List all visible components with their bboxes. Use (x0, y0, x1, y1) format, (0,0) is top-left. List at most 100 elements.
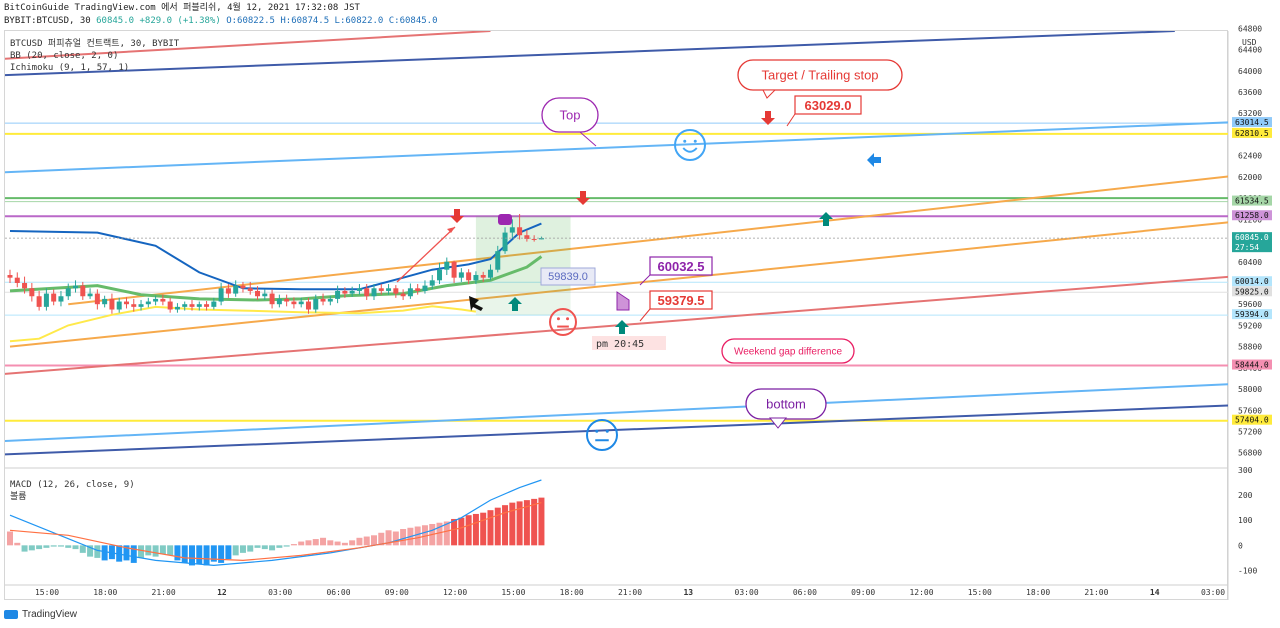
volume-legend[interactable]: 볼륨 (10, 492, 27, 502)
candle-body (51, 293, 57, 302)
trend-line-light-blue-top (5, 121, 1228, 174)
price-axis-label-subtext: 27:54 (1235, 243, 1259, 252)
price-axis-label-text: 60014.0 (1235, 277, 1269, 286)
smile-face-icon (674, 129, 706, 161)
time-axis-tick: 03:00 (268, 588, 292, 597)
time-axis-tick: 15:00 (501, 588, 525, 597)
price-60032-tag-text: 60032.5 (658, 259, 705, 274)
macd-histogram-bar (283, 545, 290, 547)
candle-body (204, 304, 210, 307)
macd-histogram-bar (101, 545, 108, 561)
price-axis-label-text: 63014.5 (1235, 118, 1269, 127)
bb-legend[interactable]: BB (20, close, 2, 0) (10, 51, 119, 61)
time-axis-tick: 18:00 (1026, 588, 1050, 597)
macd-histogram-bar (94, 545, 101, 558)
price-axis-label (1232, 232, 1272, 253)
candle-body (284, 298, 290, 302)
price-axis-tick: 62400 (1238, 152, 1262, 161)
candle-body (123, 301, 129, 305)
macd-line (9, 479, 542, 567)
top-callout-text: Top (560, 108, 581, 123)
price-axis-label (1232, 210, 1272, 221)
macd-histogram-bar (334, 541, 341, 546)
candle-body (538, 238, 544, 240)
macd-histogram-bar (371, 535, 377, 546)
macd-histogram-bar (189, 545, 195, 566)
time-axis-tick: 03:00 (735, 588, 759, 597)
candle-body (182, 304, 188, 307)
macd-histogram-bar (247, 545, 254, 552)
macd-histogram-bar (480, 512, 487, 546)
macd-histogram-bar (305, 540, 312, 546)
price-axis-tick: 64000 (1238, 67, 1262, 76)
candle-body (255, 290, 261, 297)
pointing-hand-icon (469, 296, 483, 311)
time-axis-tick: 06:00 (793, 588, 817, 597)
macd-histogram-bar (174, 545, 181, 561)
price-axis-label (1232, 276, 1272, 287)
target-callout-text: Target / Trailing stop (761, 68, 878, 83)
trend-line-upper-red (5, 31, 491, 60)
left-arrow-icon (867, 153, 881, 167)
candle-body (233, 285, 239, 294)
candle-body (65, 288, 71, 297)
candle-body (451, 261, 457, 278)
candle-body (29, 288, 35, 297)
candle-body (466, 272, 472, 281)
projection-arrow-head (447, 227, 455, 233)
macd-histogram-bar (523, 500, 530, 546)
candle-body (342, 290, 348, 294)
price-59379-tag-text: 59379.5 (658, 293, 705, 308)
price-60032-tag-box (649, 256, 713, 276)
entry-label-text: 59839.0 (548, 271, 588, 283)
candle-body (276, 298, 282, 305)
price-axis-tick: 64400 (1238, 46, 1262, 55)
candle-body (145, 301, 151, 305)
buy-arrow-icon (615, 320, 629, 334)
macd-histogram-bar (472, 513, 479, 546)
time-note-text: pm 20:45 (596, 339, 644, 350)
footer-brand[interactable]: TradingView (4, 609, 77, 620)
bottom-callout-bubble (745, 388, 827, 420)
symbol-legend[interactable]: BTCUSD 퍼피츄얼 컨트랙트, 30, BYBIT (10, 39, 180, 49)
price-axis-tick: 57600 (1238, 406, 1262, 415)
target-price-tag-box (794, 95, 862, 115)
trend-line-navy-bottom (5, 404, 1228, 456)
candle-body (160, 298, 166, 302)
macd-histogram-bar (159, 545, 166, 555)
time-axis-tick: 15:00 (35, 588, 59, 597)
sell-arrow-icon (450, 209, 464, 223)
candle-body (102, 298, 108, 305)
macd-histogram-bar (538, 497, 545, 546)
trend-line-upper-navy (5, 31, 1175, 77)
weekend-gap-callout-text: Weekend gap difference (734, 347, 842, 358)
time-axis-tick: 12:00 (443, 588, 467, 597)
candle-body (174, 306, 180, 310)
time-axis-tick: 09:00 (385, 588, 409, 597)
header-ohlc-values: O:60822.5 H:60874.5 L:60822.0 C:60845.0 (226, 16, 438, 26)
price-axis-label-text: 62810.5 (1235, 129, 1269, 138)
macd-histogram-bar (261, 545, 268, 550)
time-axis-tick: 03:00 (1201, 588, 1225, 597)
price-axis-tick: 59600 (1238, 300, 1262, 309)
macd-histogram-bar (356, 537, 363, 546)
price-axis-label (1232, 127, 1272, 138)
macd-legend[interactable]: MACD (12, 26, close, 9) (10, 480, 135, 490)
candle-body (487, 269, 493, 278)
header-ohlc-row: BYBIT:BTCUSD, 30 60845.0 +829.0 (+1.38%)… (4, 16, 438, 27)
macd-histogram-bar (378, 532, 385, 546)
candle-body (371, 288, 377, 297)
price-axis-label-text: 61534.5 (1235, 197, 1269, 206)
macd-histogram-bar (181, 545, 188, 563)
time-note-box (592, 336, 666, 350)
target-callout-bubble (737, 59, 903, 91)
ichimoku-legend[interactable]: Ichimoku (9, 1, 57, 1) (10, 63, 130, 73)
smile-face-icon-eye (693, 139, 697, 143)
sell-arrow-icon (761, 111, 775, 125)
target-price-pointer (786, 113, 796, 127)
candle-body (211, 301, 217, 307)
candle-body (58, 296, 64, 302)
macd-signal-line (9, 502, 542, 562)
bottom-callout-text: bottom (766, 397, 806, 412)
